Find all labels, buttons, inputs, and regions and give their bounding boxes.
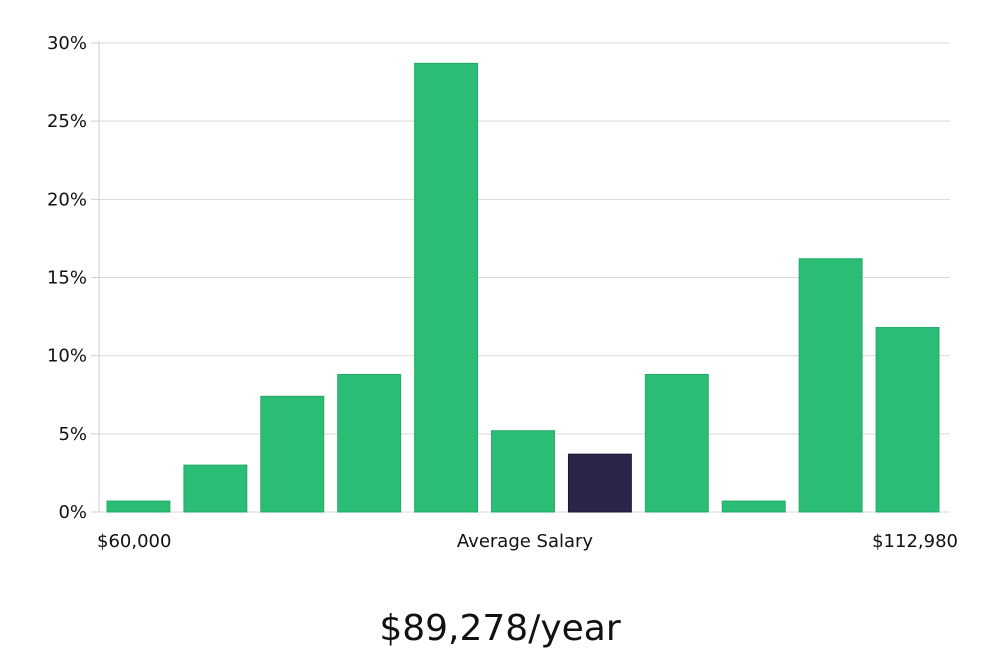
y-tick-label: 15%: [47, 268, 87, 289]
x-axis-min-label: $60,000: [97, 531, 171, 552]
y-tick-label: 25%: [47, 111, 87, 132]
y-tick-label: 10%: [47, 346, 87, 367]
y-tick-label: 30%: [47, 33, 87, 54]
salary-bar: [414, 62, 479, 513]
salary-bar: [337, 373, 402, 513]
salary-bar: [875, 327, 940, 513]
salary-bar: [721, 500, 786, 513]
salary-bar: [644, 373, 709, 513]
bars: [106, 62, 940, 513]
salary-bar: [260, 395, 325, 513]
x-axis-title: Average Salary: [457, 531, 594, 552]
y-axis: 0% 5% 10% 15% 20% 25% 30%: [47, 33, 100, 523]
average-salary-value: $89,278/year: [379, 608, 621, 649]
salary-bar: [106, 500, 171, 513]
y-tick-label: 5%: [58, 424, 87, 445]
salary-bar: [798, 258, 863, 513]
salary-bar: [183, 464, 248, 513]
salary-distribution-chart: 0% 5% 10% 15% 20% 25% 30% $60,000 Average Sala…: [47, 33, 958, 552]
grid-lines: [99, 42, 950, 513]
salary-bar-highlighted: [567, 453, 632, 513]
salary-bar: [491, 430, 555, 513]
x-axis: $60,000 Average Salary $112,980: [97, 531, 958, 552]
y-tick-label: 20%: [47, 189, 87, 210]
y-tick-label: 0%: [58, 502, 87, 523]
x-axis-max-label: $112,980: [872, 531, 958, 552]
